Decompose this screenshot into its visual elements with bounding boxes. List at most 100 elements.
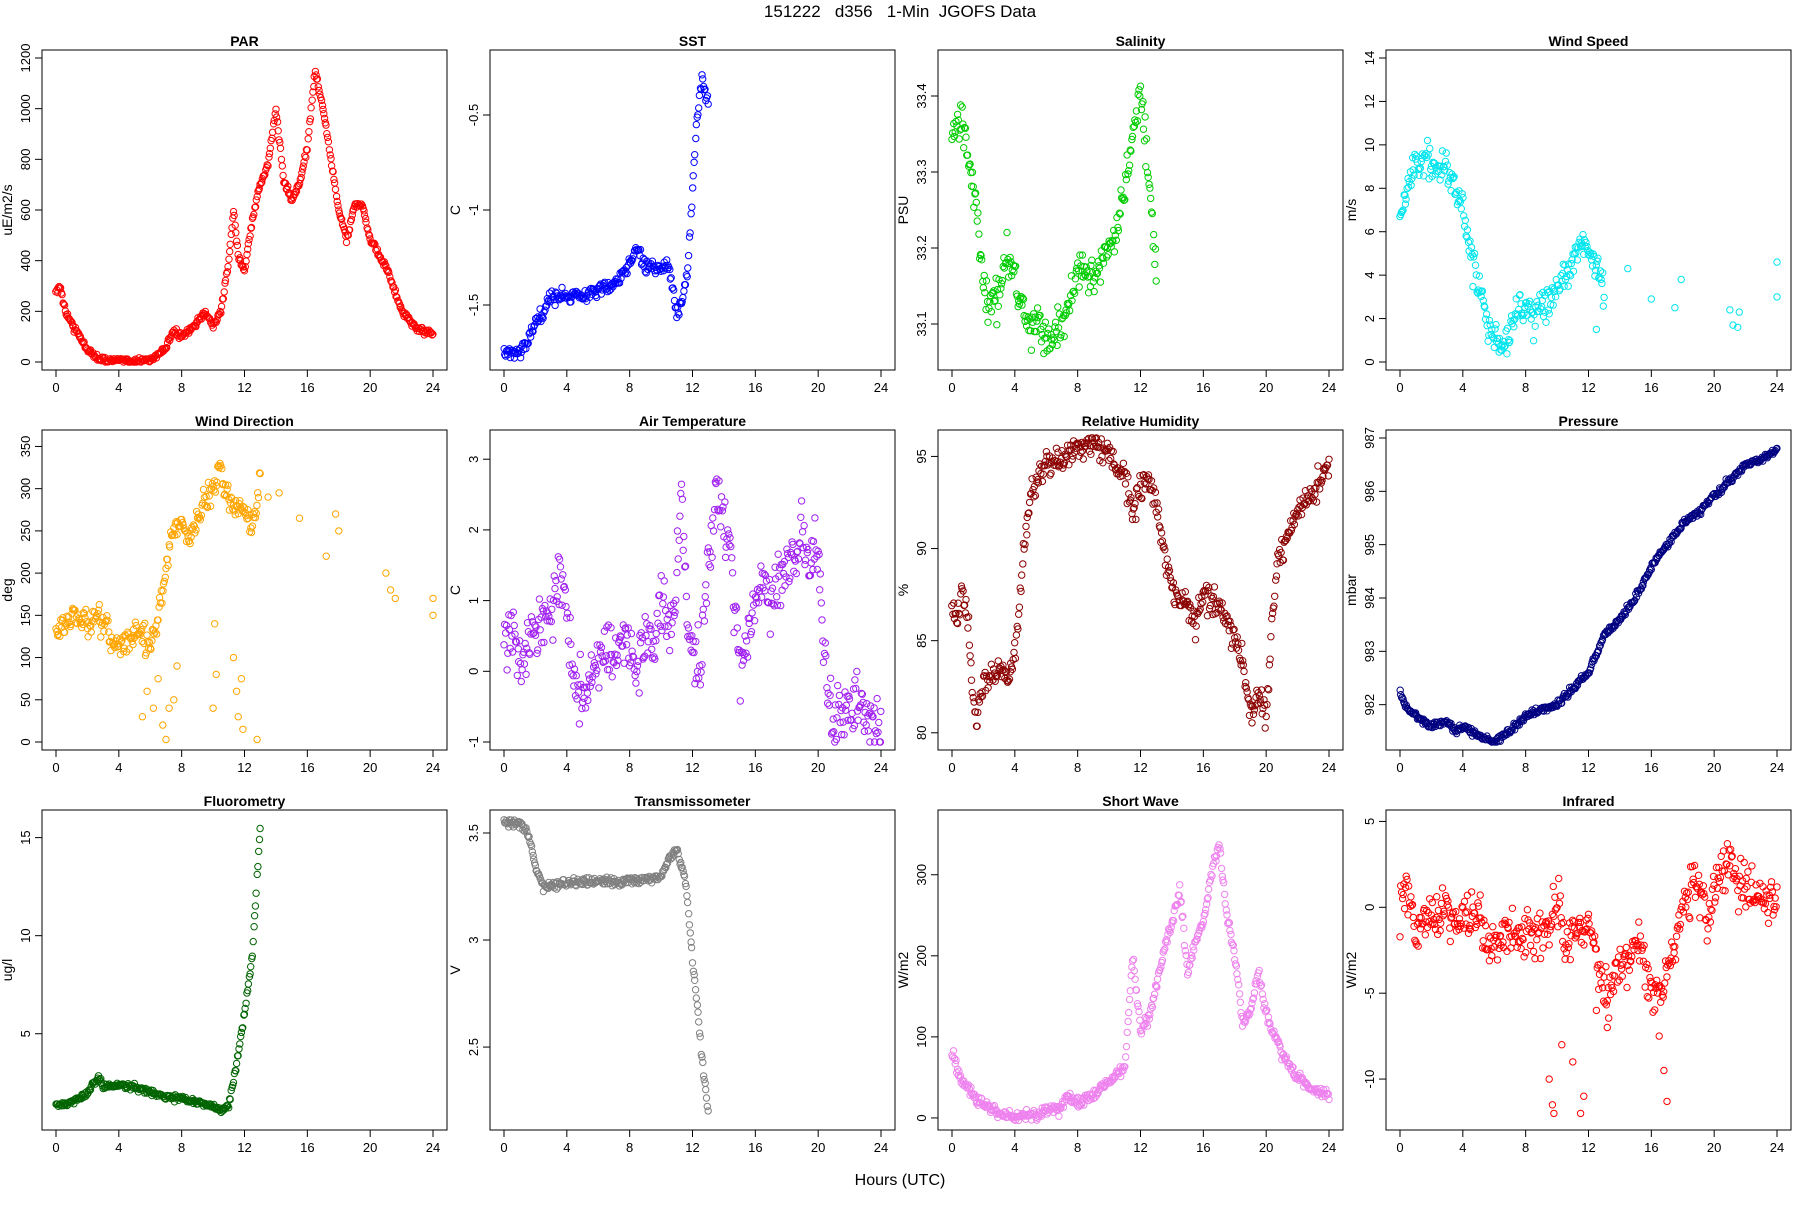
y-tick-label: 33.3	[914, 159, 929, 184]
data-point	[641, 613, 649, 621]
data-point	[781, 582, 789, 590]
data-point	[698, 1053, 706, 1061]
data-point	[700, 1075, 708, 1084]
data-point	[699, 1072, 708, 1080]
data-point	[255, 184, 263, 193]
data-point	[1563, 928, 1572, 936]
data-point	[1623, 983, 1631, 992]
data-point	[674, 555, 682, 563]
data-point	[1458, 190, 1466, 198]
x-axis: 0 4 8 12 16 20 24	[52, 749, 440, 775]
data-point	[1397, 208, 1406, 217]
data-point	[1184, 602, 1193, 610]
data-point	[671, 608, 679, 616]
data-point	[556, 291, 565, 299]
data-point	[1666, 961, 1675, 970]
data-point	[1324, 472, 1333, 480]
data-point	[695, 104, 703, 112]
data-point	[750, 617, 759, 625]
data-point	[583, 689, 592, 697]
x-tick-label: 24	[1770, 1140, 1784, 1155]
data-point	[117, 637, 125, 646]
y-axis-label: W/m2	[895, 952, 911, 989]
data-point	[760, 570, 768, 578]
data-point	[1460, 897, 1469, 906]
data-point	[1031, 313, 1040, 321]
data-point	[593, 666, 601, 674]
y-tick-label: 350	[18, 436, 33, 458]
data-point	[1569, 267, 1578, 275]
data-point	[1517, 944, 1525, 953]
data-point	[1464, 929, 1473, 937]
panel-title: SST	[679, 33, 707, 49]
data-point	[1202, 581, 1211, 590]
data-point	[1721, 887, 1729, 895]
y-axis-label: PSU	[895, 196, 911, 225]
data-point	[1122, 1053, 1130, 1061]
data-point	[700, 617, 709, 625]
data-point	[662, 860, 671, 868]
data-point	[1460, 212, 1468, 220]
data-point	[1248, 719, 1256, 727]
data-point	[1151, 260, 1159, 269]
data-point	[1180, 924, 1188, 932]
data-point	[753, 594, 761, 602]
data-point	[666, 275, 674, 283]
data-point	[643, 257, 651, 265]
data-point	[965, 641, 974, 649]
data-point	[1398, 207, 1406, 216]
data-point	[1441, 157, 1450, 166]
data-point	[979, 284, 987, 292]
data-point	[1574, 918, 1583, 927]
data-point	[1137, 105, 1146, 114]
data-point	[1080, 1101, 1088, 1109]
data-point	[825, 701, 833, 709]
data-point	[1597, 639, 1605, 647]
data-point	[800, 521, 808, 530]
data-point	[688, 203, 696, 211]
data-point	[319, 105, 327, 114]
data-point	[841, 688, 849, 696]
data-point	[731, 606, 739, 614]
data-point	[1025, 498, 1034, 507]
data-series-transmissometer	[500, 816, 712, 1115]
data-point	[221, 481, 230, 489]
data-point	[832, 735, 841, 744]
data-point	[1017, 292, 1025, 301]
data-point	[987, 308, 996, 316]
data-point	[1279, 556, 1288, 564]
data-point	[555, 555, 564, 563]
data-point	[333, 197, 341, 206]
data-point	[1148, 1003, 1157, 1011]
data-point	[1402, 195, 1410, 204]
x-tick-label: 12	[1581, 760, 1595, 775]
data-point	[1267, 633, 1275, 641]
data-point	[1039, 470, 1047, 478]
data-point	[642, 631, 650, 640]
data-point	[82, 605, 90, 614]
data-point	[652, 637, 660, 645]
data-point	[1519, 316, 1527, 325]
data-point	[793, 547, 802, 556]
data-point	[678, 495, 687, 503]
data-point	[1436, 926, 1444, 935]
data-point	[60, 300, 68, 308]
y-tick-label: 150	[18, 604, 33, 626]
data-point	[636, 245, 645, 254]
y-tick-label: 983	[1362, 640, 1377, 662]
data-point	[1705, 913, 1713, 921]
data-point	[1567, 259, 1576, 268]
data-point	[1771, 894, 1779, 902]
data-point	[139, 621, 147, 630]
data-point	[692, 637, 700, 646]
data-point	[1518, 923, 1526, 931]
data-point	[1169, 579, 1178, 587]
data-point	[845, 695, 854, 703]
data-point	[842, 701, 850, 709]
x-tick-label: 16	[748, 1140, 762, 1155]
data-point	[1055, 463, 1063, 471]
